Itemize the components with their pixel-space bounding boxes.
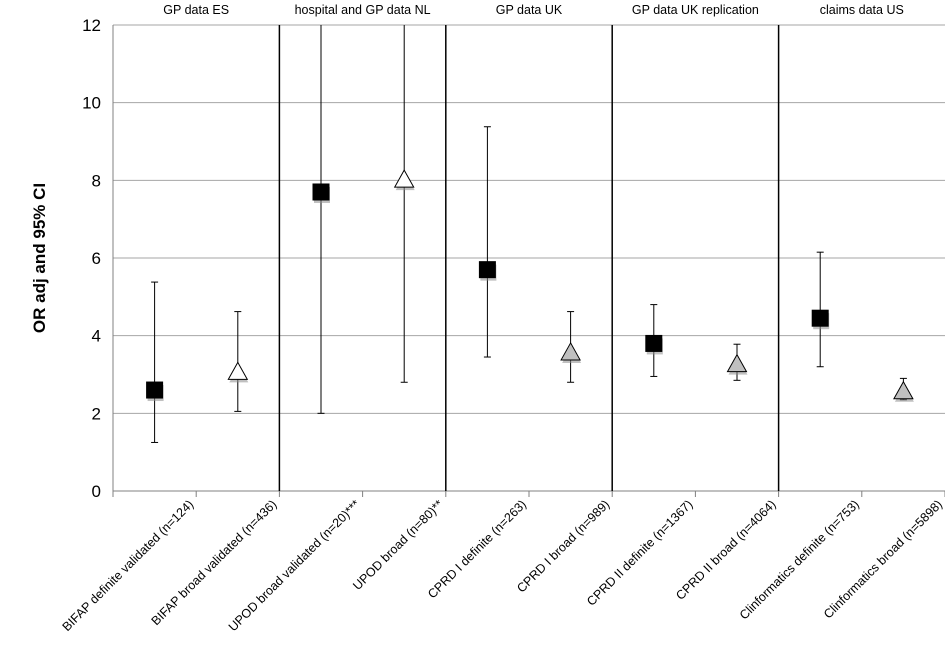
y-gridlines [113,24,945,414]
triangle-marker [227,361,249,380]
square-marker [146,381,164,399]
y-tick-0: 0 [92,482,101,501]
square-marker [312,183,330,201]
triangle-marker [393,169,415,188]
y-tick-10: 10 [82,94,101,113]
square-marker [811,309,829,327]
category-label: UPOD broad (n=80)** [350,497,446,593]
y-tick-8: 8 [92,171,101,190]
y-tick-labels: 0 2 4 6 8 10 12 [82,16,101,501]
category-labels: BIFAP definite validated (n=124)BIFAP br… [60,497,945,634]
square-marker [478,261,496,279]
triangle-marker [893,380,914,400]
category-label: UPOD broad validated (n=20)*** [226,497,363,634]
group-label: hospital and GP data NL [295,3,431,17]
group-label: claims data US [820,3,904,17]
confidence-intervals [151,25,907,443]
group-labels: GP data ES hospital and GP data NL GP data… [163,3,904,17]
group-label: GP data UK replication [632,3,759,17]
y-tick-6: 6 [92,249,101,268]
triangle-marker [726,353,748,373]
group-dividers [278,25,780,491]
y-tick-12: 12 [82,16,101,35]
category-label: BIFAP definite validated (n=124) [60,497,197,634]
point-estimates [146,169,914,402]
y-axis-label: OR adj and 95% CI [30,183,49,333]
axes [112,25,945,497]
triangle-marker [560,341,581,361]
group-label: GP data UK [496,3,563,17]
category-label: CPRD I broad (n=989) [514,497,612,595]
y-tick-2: 2 [92,404,101,423]
y-tick-4: 4 [92,327,101,346]
group-label: GP data ES [163,3,229,17]
square-marker [645,334,663,352]
